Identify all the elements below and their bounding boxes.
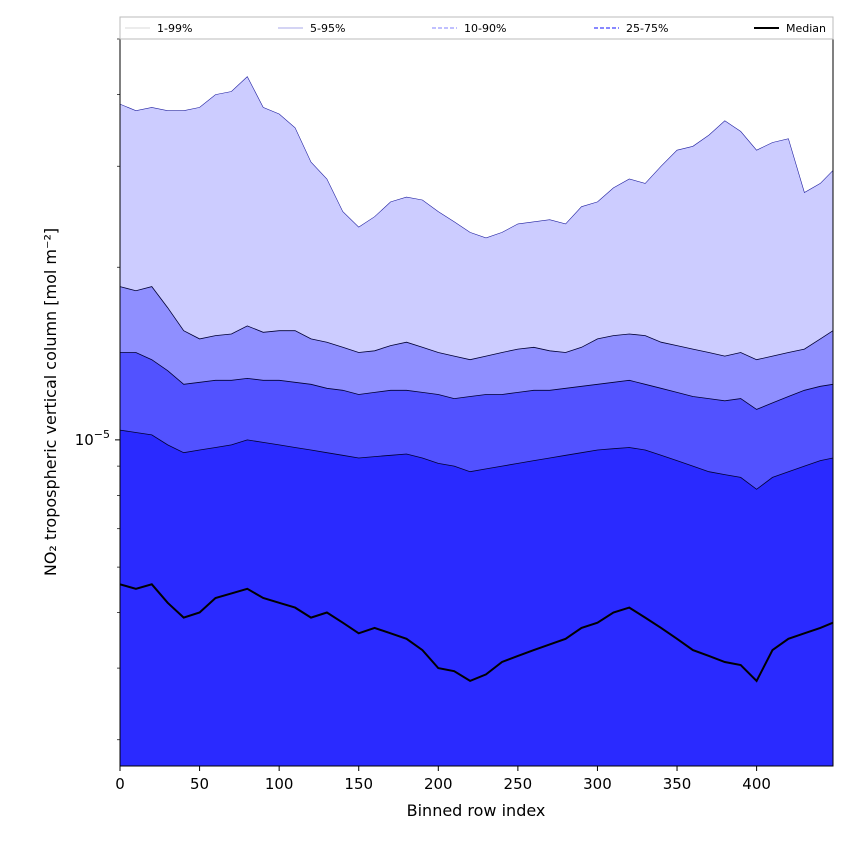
legend-item: 25-75%	[594, 22, 668, 35]
legend-item: 5-95%	[278, 22, 345, 35]
x-tick-label: 300	[583, 775, 612, 793]
legend-label: 25-75%	[626, 22, 668, 35]
x-tick-label: 400	[742, 775, 771, 793]
legend-label: Median	[786, 22, 826, 35]
x-axis-label: Binned row index	[407, 801, 546, 820]
x-tick-label: 100	[265, 775, 294, 793]
legend: 1-99% 5-95% 10-90% 25-75% Median	[119, 16, 834, 40]
band-edge-5-95%	[120, 286, 833, 361]
band-edge-10-90%	[120, 352, 833, 410]
x-tick-label: 0	[115, 775, 125, 793]
x-tick-label: 350	[663, 775, 692, 793]
legend-box	[119, 16, 834, 40]
band-25-75%	[120, 430, 833, 766]
legend-label: 10-90%	[464, 22, 506, 35]
legend-item: Median	[754, 22, 826, 35]
x-axis: 0 50 100 150 200 250 300 350 400	[115, 766, 771, 793]
x-tick-label: 200	[424, 775, 453, 793]
x-tick-label: 150	[344, 775, 373, 793]
legend-item: 10-90%	[432, 22, 506, 35]
median-line	[120, 583, 833, 683]
x-tick-label: 250	[504, 775, 533, 793]
legend-item: 1-99%	[125, 22, 192, 35]
legend-label: 5-95%	[310, 22, 345, 35]
plot-area	[119, 38, 834, 767]
band-edge-25-75%	[120, 429, 833, 490]
band-edge-1-99%	[120, 76, 833, 239]
y-axis-label: NO₂ tropospheric vertical column [mol m⁻…	[41, 228, 60, 576]
y-axis: 10−5	[75, 38, 120, 741]
y-tick-label: 10−5	[75, 428, 110, 449]
legend-label: 1-99%	[157, 22, 192, 35]
x-tick-label: 50	[190, 775, 209, 793]
